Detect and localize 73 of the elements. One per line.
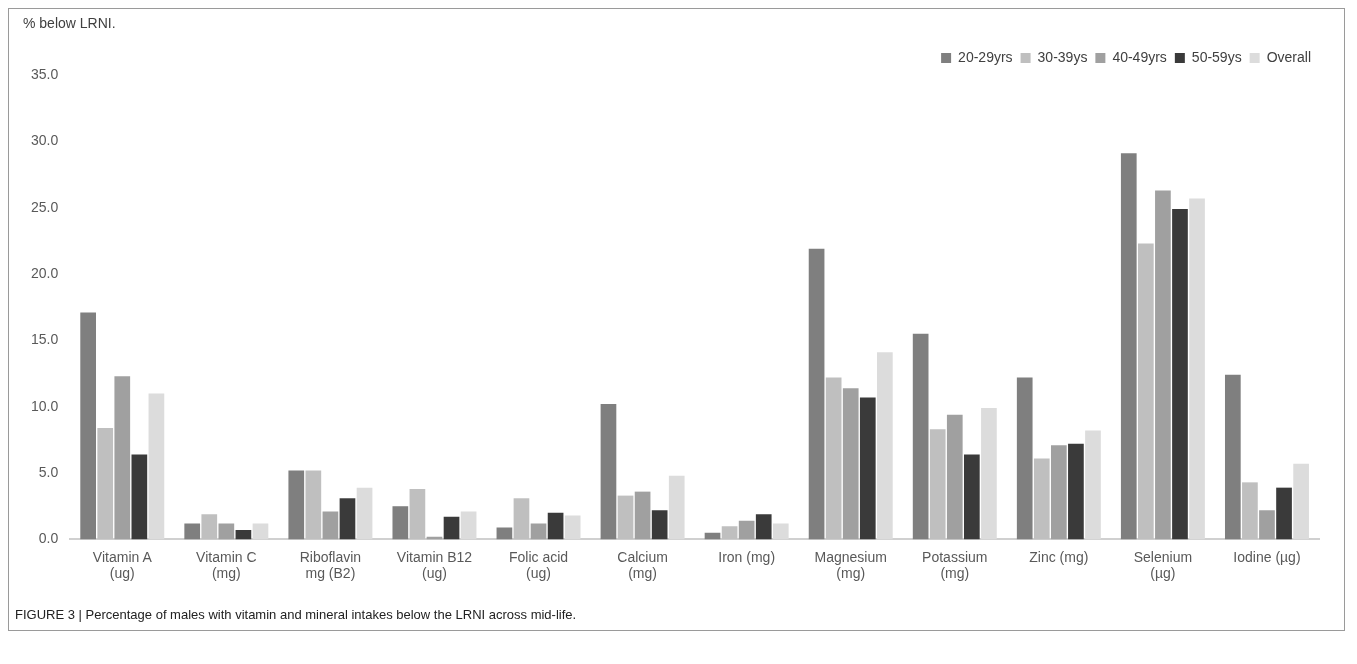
bar [80,312,96,540]
bar [305,470,322,540]
bar [114,376,131,540]
bar [131,454,148,540]
bar [392,506,409,540]
bar [912,333,929,540]
x-tick-label: Iron (mg) [718,548,776,565]
y-axis-title: % below LRNI. [23,15,117,31]
bar [1033,458,1050,540]
bar [738,520,755,540]
bar [288,470,305,540]
x-tick-label: Calcium (mg) [617,548,668,582]
bar [634,491,651,540]
y-tick-label: 25.0 [31,198,59,215]
bar [1259,510,1275,540]
bar [1224,374,1241,540]
bar [755,514,772,540]
bar [929,429,946,540]
x-tick-label: Folic acid (ug) [508,548,569,582]
y-tick-label: 35.0 [31,65,59,82]
bar [842,388,859,540]
x-tick-label: Potassium (mg) [922,548,988,582]
bar [530,523,547,540]
bar [1276,487,1292,540]
legend-label: 50-59ys [1191,48,1242,65]
x-tick-label: Selenium (µg) [1133,548,1193,582]
bar [496,527,513,540]
bar [617,495,634,540]
bar [964,454,980,540]
bar [651,510,668,540]
caption: FIGURE 3 | Percentage of males with vitamin and mineral intakes below the LRNI across mid-life. [15,607,578,622]
legend-label: 40-49yrs [1112,48,1167,65]
x-tick-label: Vitamin A (ug) [92,548,153,582]
bar [443,516,460,540]
legend-label: Overall [1266,48,1312,65]
x-tick-label: Riboflavin mg (B2) [299,548,362,582]
bar [513,498,530,540]
bar [97,427,114,540]
bar [1155,190,1171,540]
bar [322,511,339,540]
bar [946,414,963,540]
bar [808,248,825,540]
bar [218,523,235,540]
bar [409,488,426,540]
y-tick-label: 0.0 [38,530,59,547]
bar [1050,445,1067,540]
x-tick-label: Iodine (µg) [1233,548,1301,565]
y-tick-label: 20.0 [31,264,59,281]
legend-label: 30-39ys [1037,48,1088,65]
y-tick-label: 10.0 [31,397,59,414]
y-tick-label: 5.0 [38,463,59,480]
x-tick-label: Magnesium (mg) [814,548,887,582]
bar [1068,443,1084,540]
bar [201,514,218,540]
bar [600,404,617,540]
bar [1172,209,1188,540]
bar [1120,153,1137,540]
y-tick-label: 15.0 [31,331,59,348]
bar [1242,482,1258,540]
bar [825,377,842,540]
bar [721,526,738,540]
bar [235,530,252,540]
x-tick-label: Vitamin C (mg) [196,548,257,582]
bar [184,523,201,540]
x-tick-label: Vitamin B12 (ug) [396,548,473,582]
bar [547,512,564,540]
bar [1137,243,1154,540]
bar [1016,377,1033,540]
bar [339,498,356,540]
bar [859,397,876,540]
x-tick-label: Zinc (mg) [1029,548,1089,565]
y-tick-label: 30.0 [31,132,59,149]
legend-label: 20-29yrs [958,48,1013,65]
